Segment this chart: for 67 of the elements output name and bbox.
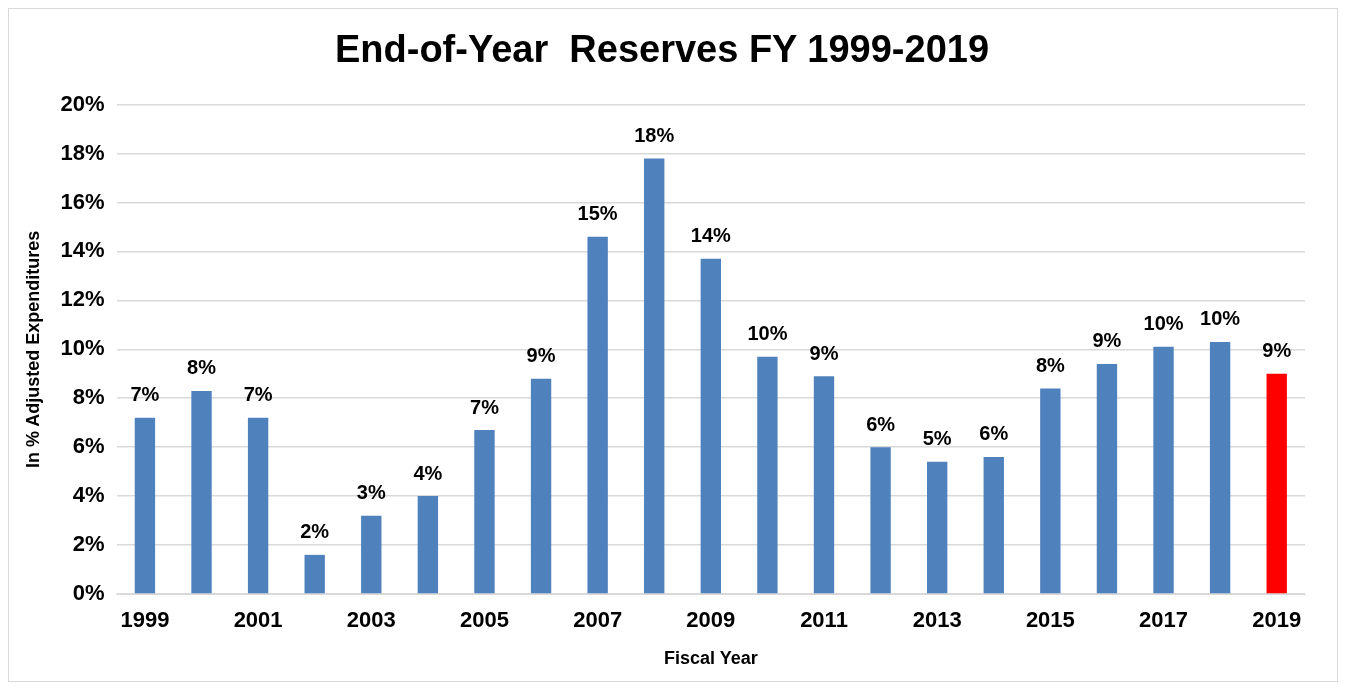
x-tick-label: 1999: [120, 607, 170, 633]
y-tick-label: 4%: [72, 482, 105, 508]
bar: [304, 554, 325, 594]
data-label: 5%: [922, 427, 952, 450]
y-tick-label: 12%: [60, 286, 105, 312]
data-label: 7%: [130, 383, 160, 406]
x-tick-label: 2005: [459, 607, 509, 633]
x-tick-label: 2013: [912, 607, 962, 633]
y-tick-label: 10%: [60, 335, 105, 361]
data-label: 3%: [356, 481, 386, 504]
y-tick-label: 16%: [60, 188, 105, 214]
bar: [757, 356, 778, 594]
bar: [813, 376, 835, 594]
y-tick-label: 18%: [60, 139, 105, 165]
y-axis-title: In % Adjusted Expenditures: [22, 230, 43, 468]
bar: [134, 417, 156, 594]
y-tick-label: 0%: [72, 580, 105, 606]
bar: [1096, 363, 1118, 594]
data-label: 9%: [1092, 329, 1122, 352]
data-label: 2%: [300, 520, 330, 543]
chart-title: End-of-Year Reserves FY 1999-2019: [334, 28, 990, 71]
bar: [644, 158, 665, 594]
x-tick-label: 2009: [686, 607, 736, 633]
bar: [1209, 341, 1231, 594]
data-label: 9%: [809, 341, 839, 364]
data-label: 7%: [470, 395, 500, 418]
data-label: 18%: [634, 123, 675, 146]
data-label: 9%: [1262, 339, 1292, 362]
y-tick-label: 14%: [60, 237, 105, 263]
bar: [247, 417, 269, 594]
data-label: 8%: [187, 356, 217, 379]
y-tick-label: 2%: [72, 531, 105, 557]
x-tick-label: 2015: [1025, 607, 1075, 633]
x-tick-label: 2011: [800, 607, 848, 633]
x-tick-label: 2007: [573, 607, 623, 633]
bar: [870, 447, 891, 594]
x-tick-label: 2003: [346, 607, 396, 633]
data-label: 6%: [866, 412, 896, 435]
data-label: 4%: [413, 461, 443, 484]
data-label: 10%: [747, 322, 788, 345]
data-label: 8%: [1035, 353, 1066, 376]
x-tick-label: 2019: [1252, 607, 1302, 633]
x-tick-label: 2017: [1139, 607, 1188, 633]
bar: [587, 236, 608, 594]
x-tick-label: 2001: [233, 607, 283, 633]
x-axis-title: Fiscal Year: [663, 648, 758, 669]
y-tick-label: 6%: [72, 433, 105, 459]
bar: [700, 258, 721, 594]
bar: [1040, 388, 1061, 594]
bar: [1153, 346, 1174, 594]
data-label: 9%: [526, 344, 556, 367]
bar: [1266, 373, 1287, 594]
data-label: 14%: [690, 224, 732, 247]
y-tick-label: 20%: [60, 90, 105, 116]
data-label: 6%: [979, 422, 1009, 445]
bar: [417, 496, 439, 594]
data-label: 10%: [1200, 307, 1241, 330]
bar: [926, 461, 948, 594]
data-label: 7%: [243, 383, 273, 406]
bar: [191, 390, 212, 594]
data-label: 15%: [577, 202, 618, 225]
bar: [983, 456, 1004, 594]
bar: [530, 378, 552, 594]
y-tick-label: 8%: [72, 384, 105, 410]
data-label: 10%: [1143, 312, 1184, 335]
bar: [361, 515, 382, 594]
bar: [474, 430, 495, 594]
